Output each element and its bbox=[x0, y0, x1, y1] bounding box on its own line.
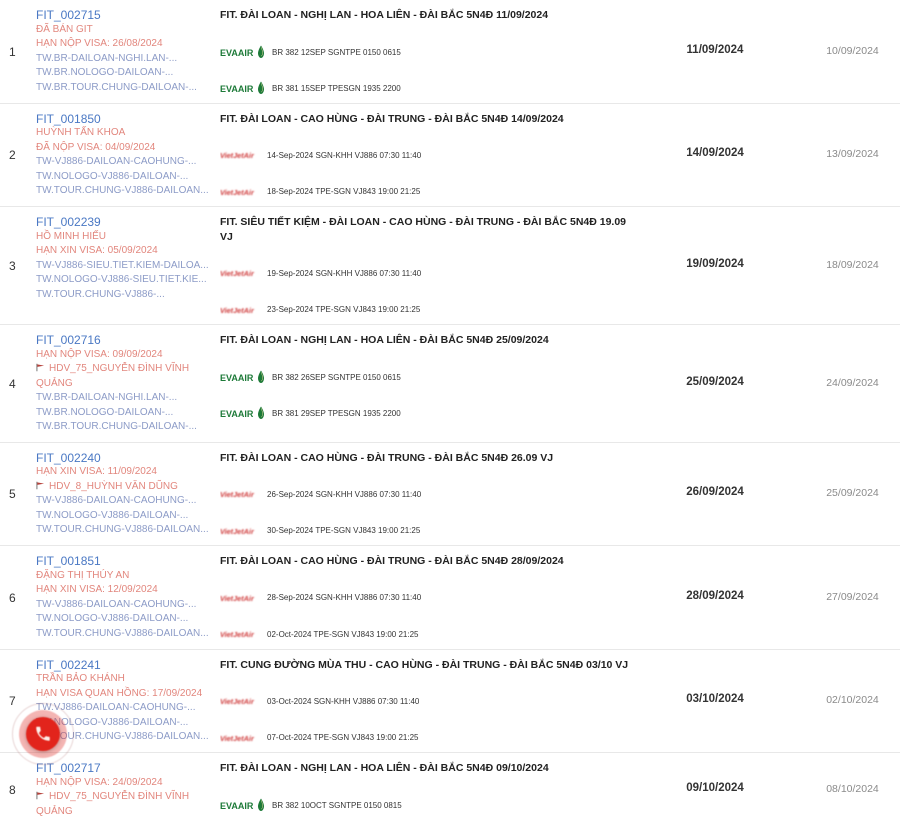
svg-text:EVAAIR: EVAAIR bbox=[220, 801, 254, 811]
svg-text:VietJetAir: VietJetAir bbox=[220, 594, 255, 603]
svg-text:EVAAIR: EVAAIR bbox=[220, 409, 254, 419]
svg-text:VietJetAir: VietJetAir bbox=[220, 630, 255, 639]
svg-text:VietJetAir: VietJetAir bbox=[220, 151, 255, 160]
svg-text:VietJetAir: VietJetAir bbox=[220, 306, 255, 315]
svg-text:VietJetAir: VietJetAir bbox=[220, 269, 255, 278]
svg-text:EVAAIR: EVAAIR bbox=[220, 48, 254, 58]
svg-text:VietJetAir: VietJetAir bbox=[220, 527, 255, 536]
svg-text:VietJetAir: VietJetAir bbox=[220, 490, 255, 499]
svg-text:VietJetAir: VietJetAir bbox=[220, 734, 255, 743]
svg-text:VietJetAir: VietJetAir bbox=[220, 697, 255, 706]
svg-text:EVAAIR: EVAAIR bbox=[220, 84, 254, 94]
svg-text:VietJetAir: VietJetAir bbox=[220, 188, 255, 197]
svg-text:EVAAIR: EVAAIR bbox=[220, 373, 254, 383]
